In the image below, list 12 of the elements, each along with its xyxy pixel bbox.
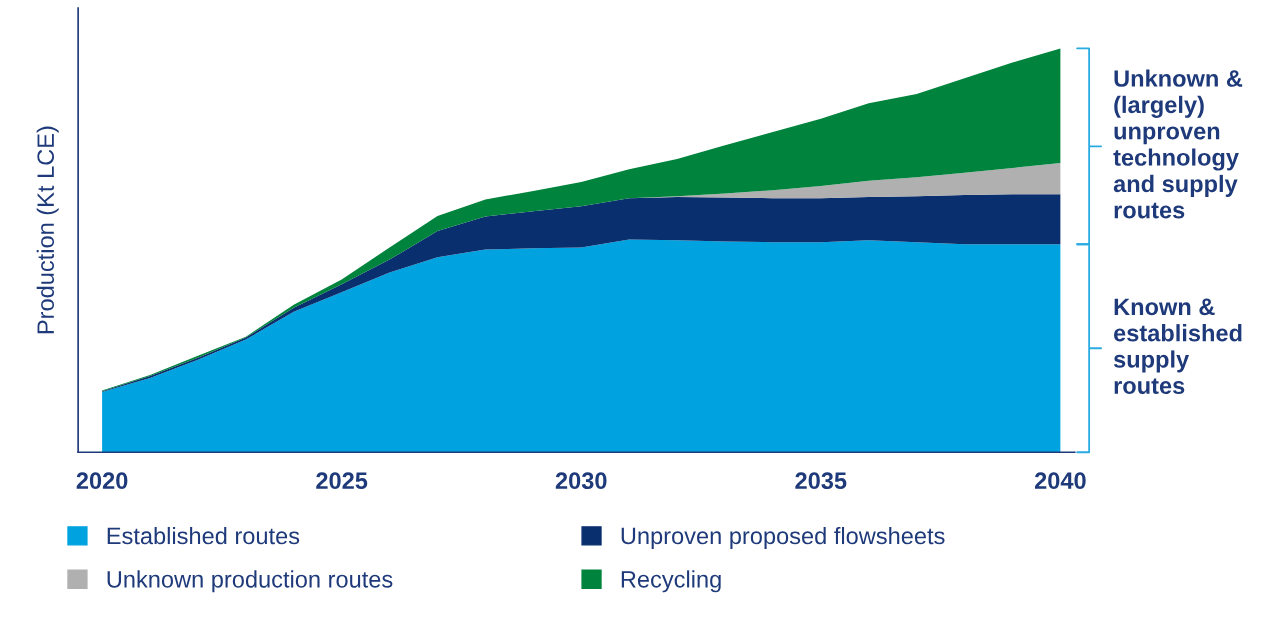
x-tick-label: 2035 [795, 472, 847, 490]
text: Known & established supply routes [1113, 298, 1242, 395]
legend-label: Unknown production routes [107, 570, 393, 593]
x-tick-label: 2030 [555, 472, 607, 490]
legend-label: Unproven proposed flowsheets [621, 526, 945, 549]
x-tick-label: 2025 [316, 472, 368, 490]
legend-label: Recycling [621, 570, 721, 593]
x-tick-label: 2020 [76, 472, 128, 490]
y-axis-title: Production (Kt LCE) [36, 126, 59, 334]
legend-label: Established routes [107, 526, 300, 545]
x-tick-label: 2040 [1034, 472, 1086, 490]
text: Unknown & (largely) unproven technology and supply routes [1113, 69, 1243, 219]
